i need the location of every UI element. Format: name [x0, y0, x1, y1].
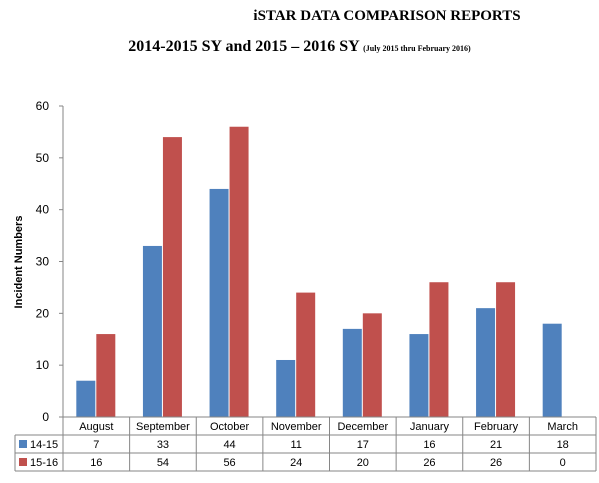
- y-axis-title-text: Incident Numbers: [13, 216, 25, 309]
- legend-label-15-16: 15-16: [30, 457, 58, 469]
- bar-15-16-december: [362, 313, 382, 417]
- y-tick-label: 40: [36, 203, 50, 217]
- data-label: 16: [90, 457, 102, 469]
- data-label: 54: [157, 457, 169, 469]
- bar-15-16-january: [429, 282, 449, 417]
- bar-15-16-february: [496, 282, 516, 417]
- subtitle-main: 2014-2015 SY and 2015 – 2016 SY: [128, 38, 360, 55]
- bar-14-15-august: [76, 380, 96, 417]
- chart-title: iSTAR DATA COMPARISON REPORTS: [253, 8, 521, 24]
- data-label: 26: [490, 457, 502, 469]
- data-label: 26: [423, 457, 435, 469]
- y-tick-label: 0: [42, 410, 49, 424]
- bar-14-15-december: [342, 328, 362, 417]
- data-label: 11: [290, 439, 301, 451]
- bar-14-15-september: [142, 245, 162, 417]
- y-tick-label: 10: [36, 358, 50, 372]
- data-label: 44: [223, 439, 235, 451]
- y-tick-label: 20: [36, 306, 50, 320]
- legend-swatch-15-16: [19, 458, 27, 466]
- y-tick-label: 60: [36, 99, 50, 113]
- bar-14-15-march: [542, 323, 562, 417]
- x-tick-label: October: [210, 421, 249, 433]
- data-label: 18: [557, 439, 569, 451]
- data-label: 17: [357, 439, 369, 451]
- chart-subtitle: 2014-2015 SY and 2015 – 2016 SY (July 20…: [0, 38, 599, 56]
- bar-15-16-october: [229, 126, 249, 417]
- data-label: 21: [490, 439, 502, 451]
- bar-15-16-september: [162, 137, 182, 417]
- data-label: 7: [93, 439, 99, 451]
- data-label: 56: [223, 457, 235, 469]
- y-axis-title: Incident Numbers: [13, 216, 25, 309]
- x-tick-label: December: [337, 421, 388, 433]
- x-tick-label: January: [410, 421, 450, 433]
- x-tick-label: September: [136, 421, 190, 433]
- data-label: 20: [357, 457, 369, 469]
- data-label: 0: [560, 457, 566, 469]
- subtitle-note: (July 2015 thru February 2016): [363, 44, 471, 53]
- data-label: 33: [157, 439, 169, 451]
- bar-14-15-january: [409, 334, 429, 417]
- x-tick-label: November: [271, 421, 322, 433]
- bar-14-15-february: [476, 308, 496, 417]
- legend-swatch-14-15: [19, 440, 27, 448]
- bar-14-15-november: [276, 359, 296, 417]
- y-tick-label: 50: [36, 151, 50, 165]
- legend-label-14-15: 14-15: [30, 439, 58, 451]
- bar-15-16-august: [96, 334, 116, 417]
- data-label: 24: [290, 457, 302, 469]
- x-tick-label: March: [547, 421, 578, 433]
- data-label: 16: [423, 439, 435, 451]
- x-tick-label: August: [79, 421, 113, 433]
- bar-14-15-october: [209, 188, 229, 417]
- bar-15-16-november: [296, 292, 316, 417]
- x-tick-label: February: [474, 421, 519, 433]
- y-tick-label: 30: [36, 255, 50, 269]
